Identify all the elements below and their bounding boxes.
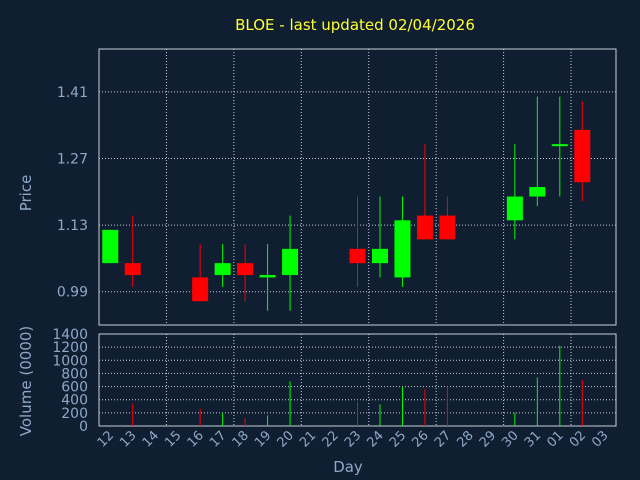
volume-y-tick-label: 600 [61, 380, 88, 396]
day-x-tick-label: 16 [185, 428, 207, 450]
day-axis-label: Day [333, 458, 363, 476]
candle-body [371, 248, 388, 264]
day-x-tick-label: 23 [342, 428, 364, 450]
candlesticks [102, 96, 591, 311]
candle-body [192, 277, 209, 302]
day-x-tick-label: 14 [140, 428, 162, 450]
day-x-tick-label: 20 [275, 428, 297, 450]
price-y-ticks: 0.99 1.13 1.27 1.41 [57, 85, 88, 301]
day-x-tick-label: 18 [230, 428, 252, 450]
candle-body [416, 215, 433, 240]
day-x-tick-label: 19 [252, 428, 274, 450]
candle-body [237, 263, 254, 276]
day-x-tick-label: 25 [387, 428, 409, 450]
day-x-tick-label: 02 [567, 428, 589, 450]
day-x-tick-label: 24 [364, 428, 386, 450]
volume-bars [132, 345, 583, 426]
day-x-tick-label: 26 [409, 428, 431, 450]
day-x-tick-label: 12 [95, 428, 117, 450]
candle-body [506, 196, 523, 221]
candle-body [214, 263, 231, 276]
day-x-tick-label: 31 [522, 428, 544, 450]
volume-y-tick-label: 1400 [52, 327, 88, 343]
volume-y-tick-label: 0 [79, 419, 88, 435]
day-x-tick-label: 22 [320, 428, 342, 450]
price-axis-label: Price [17, 175, 35, 212]
day-x-tick-label: 13 [117, 428, 139, 450]
candle-body [102, 229, 119, 264]
candle-body [124, 263, 141, 276]
candle-body [259, 275, 276, 278]
day-x-tick-label: 15 [162, 428, 184, 450]
day-x-tick-label: 30 [499, 428, 521, 450]
price-plot-frame [98, 48, 617, 326]
candle-body [529, 187, 546, 197]
chart-title: BLOE - last updated 02/04/2026 [235, 16, 475, 34]
day-x-tick-label: 17 [207, 428, 229, 450]
price-y-tick-label: 1.13 [57, 218, 88, 234]
price-y-tick-label: 1.27 [57, 151, 88, 167]
volume-y-tick-label: 1200 [52, 340, 88, 356]
price-panel: 0.99 1.13 1.27 1.41 Price [17, 48, 617, 326]
candle-body [551, 144, 568, 147]
volume-y-tick-label: 200 [61, 406, 88, 422]
volume-y-tick-label: 400 [61, 393, 88, 409]
day-x-tick-label: 27 [432, 428, 454, 450]
candle-body [394, 220, 411, 278]
volume-axis-label: Volume (0000) [17, 326, 35, 436]
day-x-tick-label: 01 [544, 428, 566, 450]
candle-body [439, 215, 456, 240]
volume-y-tick-label: 800 [61, 366, 88, 382]
day-x-tick-label: 29 [477, 428, 499, 450]
day-x-tick-label: 03 [589, 428, 611, 450]
candle-body [574, 129, 591, 183]
volume-y-tick-label: 1000 [52, 353, 88, 369]
day-x-ticks: 12 13 14 15 16 17 18 19 20 21 22 23 24 25 26 27 28 29 30 31… [95, 428, 612, 450]
day-x-tick-label: 28 [454, 428, 476, 450]
candle-body [349, 248, 366, 264]
price-y-tick-label: 0.99 [57, 285, 88, 301]
candle-body [282, 248, 299, 276]
price-y-tick-label: 1.41 [57, 85, 88, 101]
day-x-tick-label: 21 [297, 428, 319, 450]
